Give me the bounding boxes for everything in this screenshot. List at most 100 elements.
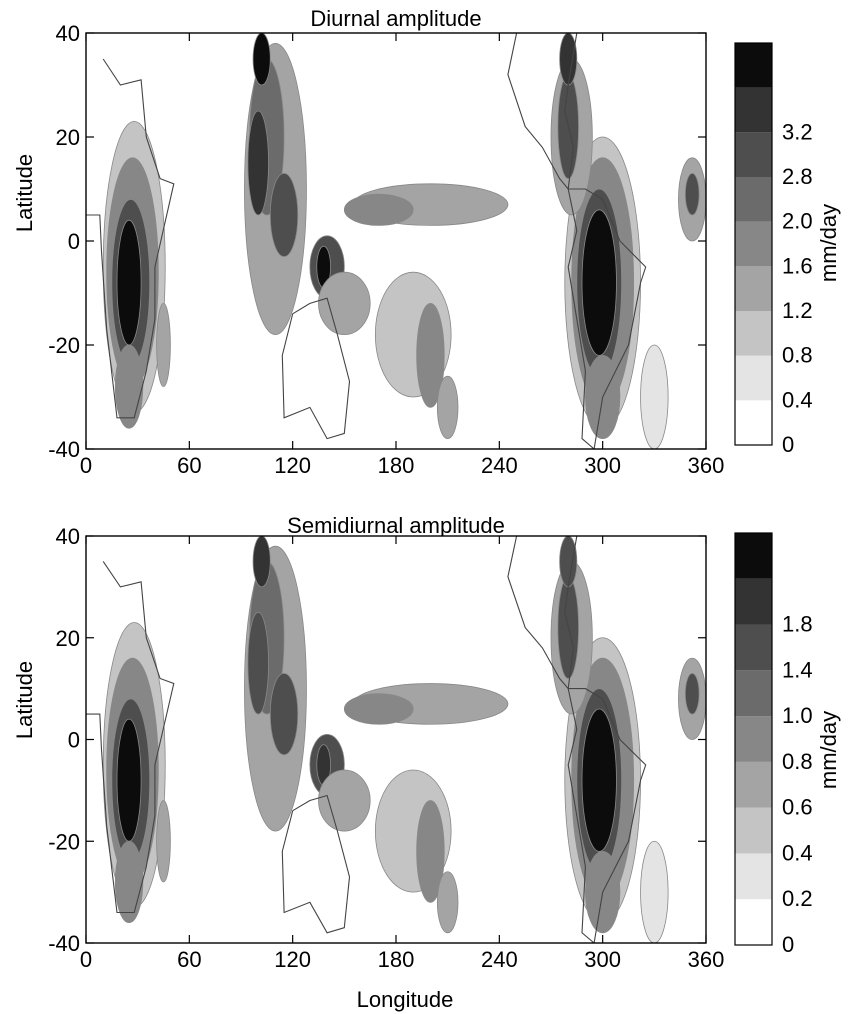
coastline — [86, 561, 175, 914]
colorbar-label: 0.6 — [782, 795, 813, 820]
colorbar-swatch — [735, 670, 772, 717]
colorbar-label: 1.0 — [782, 703, 813, 728]
colorbar-swatch — [735, 87, 772, 133]
x-tick-label: 60 — [177, 947, 201, 972]
contour-blob — [116, 718, 142, 842]
contour-blob — [318, 769, 371, 832]
contour-blob — [416, 302, 445, 408]
x-tick-label: 0 — [80, 947, 92, 972]
contour-blob — [252, 33, 271, 86]
contour-blob — [318, 271, 371, 335]
colorbar-label: 0.8 — [782, 343, 813, 368]
coastline — [281, 297, 351, 440]
x-tick-label: 180 — [378, 947, 415, 972]
coastline — [567, 688, 647, 943]
colorbar-swatch — [735, 311, 772, 356]
contour-blob — [436, 871, 459, 934]
y-tick-label: 0 — [68, 229, 80, 254]
contour-blob — [559, 536, 578, 588]
colorbar-swatch — [735, 716, 772, 762]
colorbar-label: 2.0 — [782, 209, 813, 234]
colorbar-swatch — [735, 899, 772, 945]
y-tick-label: 0 — [68, 728, 80, 753]
colorbar-label: 2.8 — [782, 164, 813, 189]
colorbar-label: 0 — [782, 432, 794, 457]
colorbar-swatch — [735, 807, 772, 854]
x-tick-label: 240 — [481, 947, 518, 972]
colorbar-label: 0.2 — [782, 886, 813, 911]
colorbar-label: 1.6 — [782, 253, 813, 278]
contour-blob — [269, 172, 299, 257]
x-tick-label: 120 — [274, 453, 311, 478]
coastline — [281, 794, 351, 934]
contour-blob — [640, 344, 669, 449]
contour-blob — [416, 800, 445, 903]
colorbar-swatch — [735, 132, 772, 177]
contour-field-1 — [86, 536, 706, 943]
colorbar-label: 0 — [782, 932, 794, 957]
semidiurnal-title: Semidiurnal amplitude — [287, 513, 505, 538]
contour-blob — [640, 840, 669, 943]
contour-blob — [156, 302, 171, 387]
contour-field-0 — [86, 33, 706, 449]
x-axis-label: Longitude — [356, 987, 454, 1012]
colorbar-swatch — [735, 221, 772, 267]
contour-blob — [252, 536, 271, 588]
semidiurnal-panel: Semidiurnal amplitude Latitude mm/day — [0, 507, 859, 1014]
contour-blob — [581, 708, 617, 852]
y-tick-label: 40 — [56, 524, 80, 549]
coastline — [507, 536, 578, 690]
x-tick-label: 300 — [584, 453, 621, 478]
y-tick-label: -20 — [48, 333, 80, 358]
colorbar-swatch — [735, 533, 772, 579]
colorbar-swatch — [735, 761, 772, 808]
contour-blob — [684, 172, 700, 216]
contour-blob — [247, 611, 269, 715]
colorbar-swatch — [735, 43, 772, 88]
y-tick-label: -40 — [48, 437, 80, 462]
contour-blob — [116, 219, 142, 346]
colorbar-label: 1.8 — [782, 612, 813, 637]
y-tick-label: 40 — [56, 21, 80, 46]
colorbar-frame-0 — [734, 42, 773, 446]
contour-blob — [684, 672, 700, 715]
contour-blob — [114, 840, 144, 924]
contour-blob — [581, 209, 617, 356]
colorbar-label: 1.2 — [782, 298, 813, 323]
x-tick-label: 60 — [177, 453, 201, 478]
colorbar-label: 3.2 — [782, 119, 813, 144]
y-tick-label: -20 — [48, 829, 80, 854]
colorbar-label: 1.4 — [782, 657, 813, 682]
contour-blob — [343, 193, 414, 226]
colorbar-swatch — [735, 578, 772, 625]
diurnal-title: Diurnal amplitude — [310, 6, 482, 31]
colorbar-swatch — [735, 266, 772, 311]
colorbar-swatch — [735, 177, 772, 222]
contour-blob — [247, 110, 269, 216]
x-tick-label: 0 — [80, 453, 92, 478]
coastline — [86, 58, 175, 419]
y-tick-label: -40 — [48, 931, 80, 956]
x-tick-label: 120 — [274, 947, 311, 972]
x-tick-label: 300 — [584, 947, 621, 972]
colorbar-swatch — [735, 624, 772, 671]
colorbar-label: 0.8 — [782, 749, 813, 774]
x-tick-label: 360 — [688, 947, 725, 972]
colorbar-label: 0.4 — [782, 387, 813, 412]
x-tick-label: 240 — [481, 453, 518, 478]
colorbar-swatch — [735, 355, 772, 401]
contour-blob — [156, 800, 171, 883]
contour-blob — [436, 375, 459, 439]
x-tick-label: 180 — [378, 453, 415, 478]
y-tick-label: 20 — [56, 125, 80, 150]
contour-blob — [269, 672, 299, 756]
coastline — [567, 188, 647, 449]
colorbar-frame-1 — [734, 532, 773, 946]
colorbar-swatch — [735, 853, 772, 900]
contour-blob — [559, 33, 578, 86]
colorbar-label: 0.4 — [782, 840, 813, 865]
coastline — [507, 33, 578, 191]
y-tick-label: 20 — [56, 626, 80, 651]
diurnal-panel: Diurnal amplitude Latitude mm/day — [12, 6, 841, 282]
